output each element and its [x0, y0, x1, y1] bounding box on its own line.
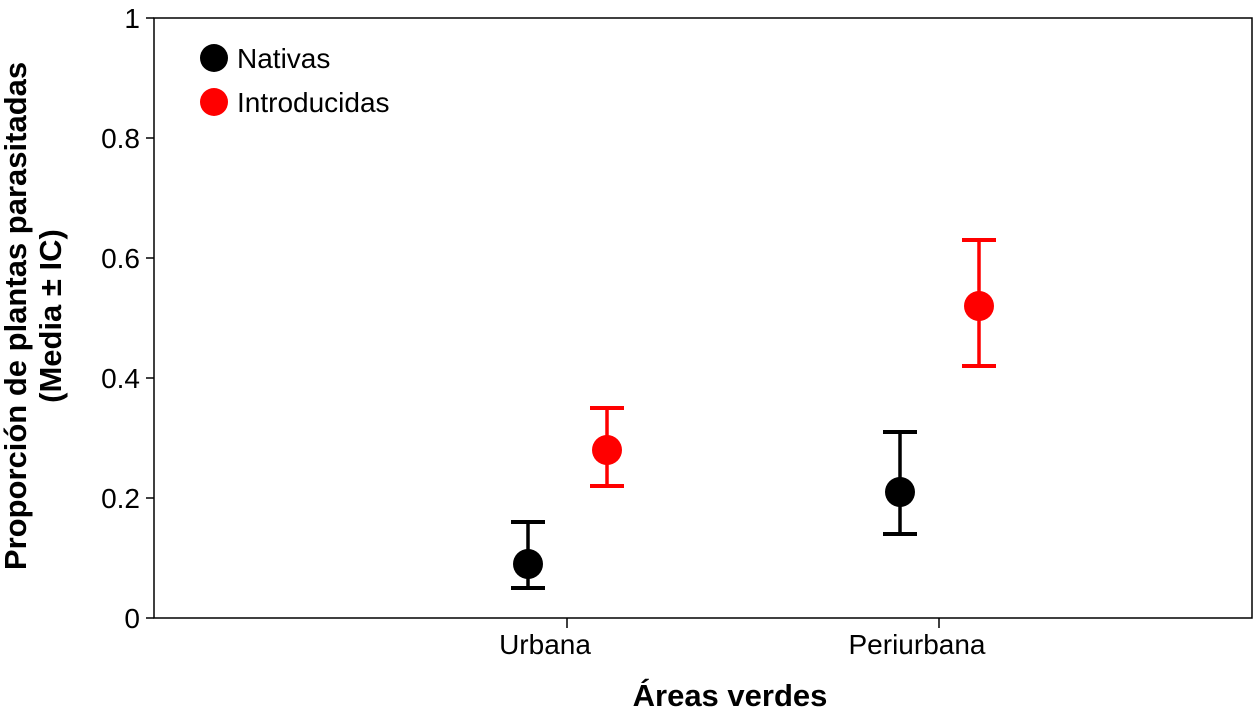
- data-point: [592, 435, 622, 465]
- x-axis: Urbana Periurbana: [499, 618, 986, 660]
- error-bar-point: [962, 238, 996, 368]
- data-point: [885, 477, 915, 507]
- plot-area: [153, 17, 1253, 619]
- legend-marker: [200, 44, 228, 72]
- error-bar-point: [590, 406, 624, 488]
- legend-marker: [200, 88, 228, 116]
- y-tick-label: 0.2: [101, 483, 140, 514]
- x-tick-label: Urbana: [499, 629, 591, 660]
- x-axis-title: Áreas verdes: [633, 678, 828, 712]
- data-marks: [511, 238, 996, 590]
- x-tick-label: Periurbana: [849, 629, 986, 660]
- plot-border: [153, 17, 1253, 619]
- legend-label: Nativas: [237, 43, 330, 74]
- data-point: [964, 291, 994, 321]
- data-point: [513, 549, 543, 579]
- y-axis-title-line1: Proporción de plantas parasitadas: [0, 62, 33, 570]
- y-axis: 0 0.2 0.4 0.6 0.8 1: [101, 3, 154, 634]
- error-bar-point: [511, 520, 545, 590]
- y-axis-title-line2: (Media ± IC): [33, 229, 68, 403]
- y-tick-label: 0: [124, 603, 140, 634]
- y-tick-label: 0.6: [101, 243, 140, 274]
- error-bar-point: [883, 430, 917, 536]
- y-tick-label: 1: [124, 3, 140, 34]
- y-tick-label: 0.8: [101, 123, 140, 154]
- legend-label: Introducidas: [237, 87, 390, 118]
- legend: Nativas Introducidas: [200, 43, 390, 118]
- y-tick-label: 0.4: [101, 363, 140, 394]
